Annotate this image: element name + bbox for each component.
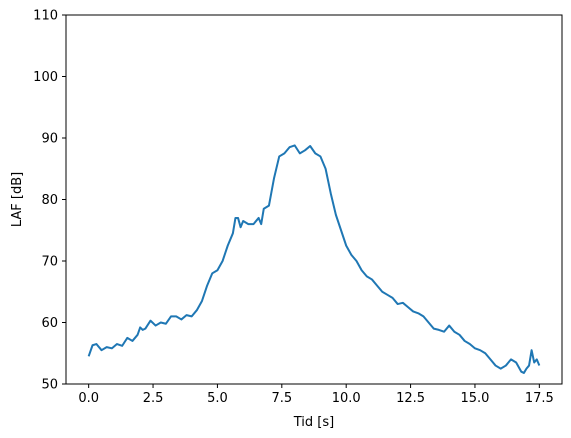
x-tick-label: 5.0 — [207, 391, 228, 406]
y-tick-label: 60 — [41, 316, 58, 331]
y-tick-label: 90 — [41, 132, 58, 147]
y-axis: 50 60 70 80 90 100 110 — [33, 9, 66, 393]
y-tick-label: 80 — [41, 193, 58, 208]
x-axis: 0.0 2.5 5.0 7.5 10.0 12.5 15.0 17.5 — [78, 384, 554, 406]
x-tick-label: 12.5 — [396, 391, 425, 406]
series-line — [87, 144, 541, 374]
x-tick-label: 15.0 — [460, 391, 489, 406]
x-tick-label: 10.0 — [332, 391, 361, 406]
x-tick-label: 2.5 — [143, 391, 164, 406]
y-tick-label: 100 — [33, 70, 58, 85]
y-tick-label: 70 — [41, 255, 58, 270]
y-axis-label: LAF [dB] — [10, 172, 25, 227]
x-tick-label: 0.0 — [78, 391, 99, 406]
x-tick-label: 7.5 — [271, 391, 292, 406]
line-layer — [87, 144, 541, 374]
y-tick-label: 50 — [41, 378, 58, 393]
x-axis-label: Tid [s] — [293, 415, 334, 430]
y-tick-label: 110 — [33, 9, 58, 24]
x-tick-label: 17.5 — [525, 391, 554, 406]
